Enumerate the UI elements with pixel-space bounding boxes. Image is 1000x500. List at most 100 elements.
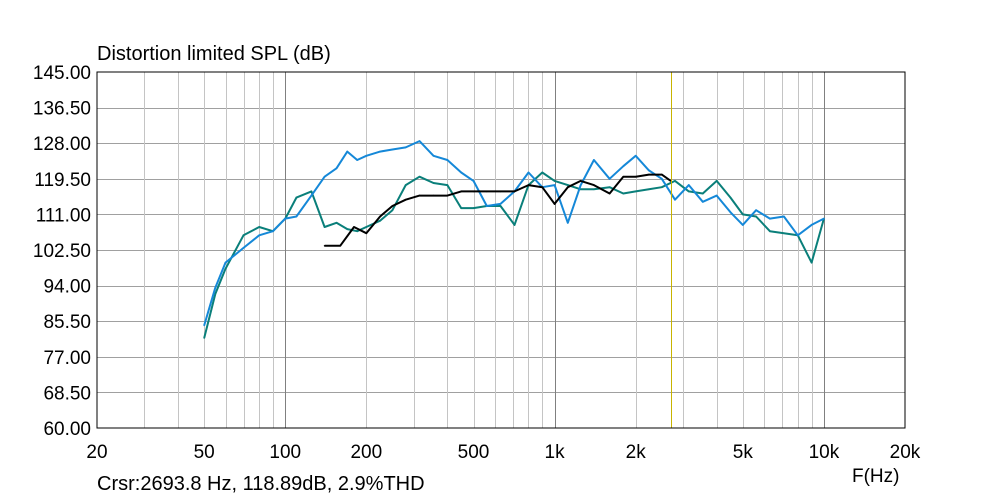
data-point	[365, 155, 368, 157]
data-point	[769, 230, 771, 232]
data-point	[688, 184, 690, 186]
data-point	[323, 226, 326, 228]
x-tick-label: 10k	[809, 442, 840, 463]
y-tick-label: 119.50	[34, 170, 91, 191]
data-point	[729, 196, 732, 199]
x-tick-label: 100	[269, 442, 301, 463]
data-point	[674, 198, 676, 201]
x-tick-label: 50	[194, 442, 215, 463]
data-point	[648, 188, 650, 191]
x-axis-ticks: 20 50 100 200 500 1k 2k 5k 10k 20k	[86, 442, 920, 463]
data-point	[295, 196, 298, 199]
data-point	[379, 219, 381, 222]
y-tick-label: 145.00	[33, 63, 91, 84]
data-point	[527, 184, 530, 186]
data-point	[513, 190, 516, 193]
data-point	[379, 215, 381, 218]
data-point	[323, 175, 326, 178]
data-point	[593, 184, 595, 186]
data-point	[755, 215, 757, 218]
data-point	[593, 188, 595, 191]
data-point	[608, 178, 611, 180]
data-point	[418, 175, 421, 178]
series-line-2	[203, 140, 825, 326]
data-point	[460, 190, 463, 193]
data-point	[499, 203, 502, 205]
data-point	[446, 184, 449, 186]
data-point	[310, 194, 313, 197]
data-point	[432, 155, 435, 157]
series-line-3	[324, 173, 672, 247]
data-point	[472, 180, 475, 182]
data-point	[541, 186, 544, 188]
data-point	[284, 217, 287, 220]
y-tick-label: 128.00	[33, 134, 91, 155]
data-point	[486, 205, 488, 207]
data-point	[242, 234, 245, 237]
y-tick-label: 77.00	[43, 348, 91, 369]
data-point	[391, 209, 394, 211]
x-tick-label: 20k	[890, 442, 921, 463]
data-point	[404, 146, 407, 149]
data-point	[472, 207, 475, 209]
data-point	[391, 205, 394, 207]
data-point	[742, 224, 744, 226]
data-point	[702, 201, 704, 203]
data-point	[335, 167, 338, 170]
data-point	[432, 194, 435, 197]
data-point	[339, 245, 342, 247]
data-point	[418, 194, 421, 197]
data-point	[567, 186, 569, 188]
data-point	[335, 222, 338, 224]
data-point	[608, 192, 611, 195]
data-point	[499, 205, 502, 207]
data-point	[404, 198, 407, 201]
data-point	[674, 180, 676, 182]
data-point	[258, 226, 261, 228]
data-point	[365, 232, 368, 234]
data-point	[391, 148, 394, 151]
chart-grid	[97, 72, 905, 428]
x-tick-label: 500	[458, 442, 490, 463]
data-point	[379, 150, 381, 153]
series-layer	[203, 140, 825, 339]
data-point	[272, 230, 274, 232]
data-point	[460, 207, 463, 209]
data-point	[224, 261, 227, 264]
data-point	[810, 261, 813, 264]
data-point	[553, 180, 556, 182]
x-axis-label: F(Hz)	[852, 466, 899, 487]
data-point	[622, 165, 625, 167]
data-point	[783, 232, 785, 234]
data-point	[593, 159, 595, 161]
data-point	[203, 324, 205, 327]
x-tick-label: 5k	[733, 442, 754, 463]
data-point	[404, 184, 407, 186]
data-point	[742, 213, 744, 216]
data-point	[310, 190, 313, 193]
data-point	[634, 155, 637, 157]
data-point	[486, 190, 488, 193]
chart-title: Distortion limited SPL (dB)	[97, 43, 331, 65]
data-point	[661, 186, 663, 188]
y-tick-label: 68.50	[43, 383, 91, 404]
data-point	[346, 150, 349, 153]
y-tick-label: 85.50	[43, 312, 91, 333]
data-point	[634, 175, 637, 178]
data-point	[513, 224, 516, 226]
data-point	[295, 215, 298, 218]
series-line-1	[203, 171, 825, 339]
plot-frame	[96, 71, 906, 429]
x-tick-label: 1k	[545, 442, 566, 463]
data-point	[608, 186, 611, 188]
data-point	[258, 234, 261, 237]
data-point	[432, 182, 435, 184]
y-tick-label: 94.00	[43, 277, 91, 298]
data-point	[810, 224, 813, 226]
x-tick-label: 20	[86, 442, 107, 463]
data-point	[567, 184, 569, 186]
data-point	[203, 337, 205, 339]
data-point	[224, 268, 227, 270]
data-point	[769, 217, 771, 220]
